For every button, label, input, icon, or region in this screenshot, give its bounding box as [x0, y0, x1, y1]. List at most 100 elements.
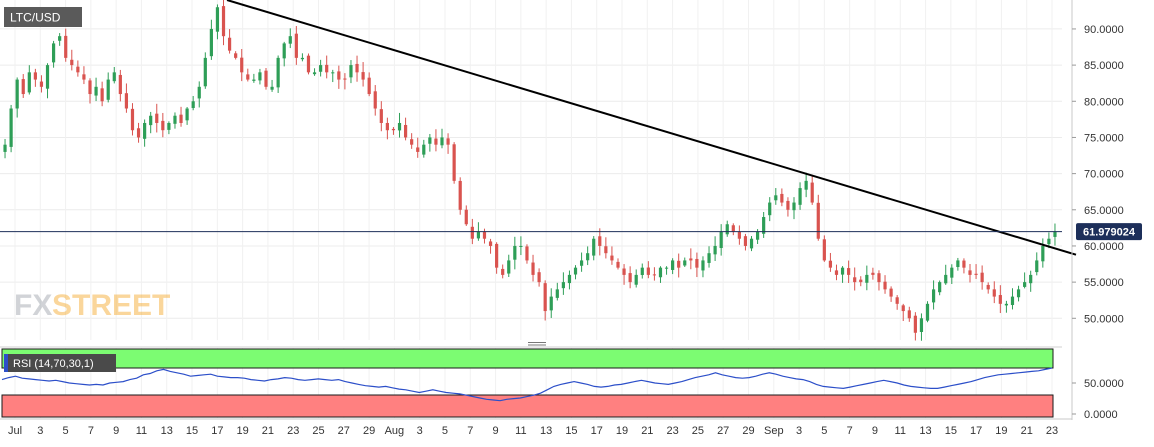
candle-body — [865, 274, 869, 283]
candle-body — [774, 195, 778, 201]
candle-body — [907, 310, 911, 319]
x-tick-label: 11 — [515, 425, 526, 437]
candle-body — [397, 122, 402, 131]
symbol-badge[interactable] — [4, 7, 82, 27]
rsi-label-badge[interactable] — [4, 354, 116, 372]
candle-body — [901, 305, 905, 312]
candle-body — [258, 72, 262, 81]
candle-body — [227, 37, 232, 51]
x-tick-label: 19 — [995, 425, 1007, 437]
candle-body — [94, 86, 98, 96]
candle-body — [215, 7, 220, 32]
candle-body — [877, 273, 881, 283]
candle-body — [847, 268, 851, 275]
candle-body — [458, 180, 462, 210]
candle-body — [664, 267, 669, 269]
candle-body — [616, 261, 620, 268]
watermark-street: STREET — [52, 289, 170, 322]
candle-body — [998, 295, 1002, 304]
candle-body — [209, 28, 213, 57]
candle-body — [573, 267, 578, 275]
candle-body — [355, 63, 359, 73]
candle-body — [331, 72, 335, 74]
candle-body — [628, 273, 632, 283]
candle-body — [1023, 282, 1027, 287]
x-tick-label: 7 — [847, 425, 853, 437]
x-tick-label: 9 — [872, 425, 878, 437]
candle-body — [737, 231, 741, 239]
candle-body — [82, 74, 86, 80]
candle-body — [513, 245, 517, 260]
rsi-label: RSI (14,70,30,1) — [13, 358, 94, 370]
x-tick-label: 3 — [796, 425, 802, 437]
candle-body — [312, 72, 317, 75]
candle-body — [925, 303, 930, 321]
x-tick-label: 17 — [211, 425, 223, 437]
x-axis-labels: Jul 3 5 7 9 11 13 15 17 19 21 23 25 27 29 Aug 3 5 7 9 11 13 15… — [8, 425, 1058, 437]
candle-body — [889, 288, 893, 297]
candle-body — [173, 115, 177, 124]
x-tick-label: 11 — [895, 425, 906, 437]
candle-body — [185, 108, 189, 121]
rsi-tick-label: 0.0000 — [1084, 409, 1118, 421]
rsi-overbought-zone — [1, 348, 1054, 369]
candle-body — [561, 282, 565, 289]
x-tick-label: 21 — [641, 425, 653, 437]
candle-body — [859, 279, 863, 283]
candle-body — [537, 272, 541, 283]
candle-body — [343, 78, 347, 80]
candle-body — [501, 268, 505, 275]
candle-body — [749, 238, 754, 249]
candle-body — [986, 284, 990, 290]
candle-body — [385, 122, 389, 131]
x-tick-label: 25 — [692, 425, 704, 437]
x-tick-label: Sep — [764, 425, 784, 437]
rsi-oversold-zone — [1, 394, 1054, 418]
candle-body — [610, 255, 614, 261]
candle-body — [488, 241, 493, 246]
candle-body — [531, 262, 535, 275]
x-tick-label: 23 — [287, 425, 299, 437]
candle-body — [1047, 238, 1051, 245]
candle-body — [124, 93, 129, 109]
x-tick-label: 9 — [492, 425, 498, 437]
candle-body — [464, 209, 468, 225]
x-tick-label: 27 — [338, 425, 350, 437]
candle-body — [683, 260, 687, 266]
x-tick-label: 17 — [591, 425, 603, 437]
candle-body — [834, 270, 839, 275]
candle-body — [476, 231, 481, 239]
candle-body — [592, 238, 596, 256]
x-tick-label: 3 — [417, 425, 423, 437]
watermark-fx: FX — [14, 289, 52, 322]
x-tick-label: 5 — [821, 425, 827, 437]
candle-body — [294, 33, 298, 58]
candle-body — [161, 120, 165, 131]
x-tick-label: 29 — [742, 425, 754, 437]
candle-body — [725, 224, 729, 235]
candle-body — [470, 226, 474, 239]
x-tick-label: 3 — [37, 425, 43, 437]
x-tick-label: 9 — [113, 425, 119, 437]
candle-body — [416, 147, 420, 152]
candle-body — [804, 180, 808, 190]
x-tick-label: 15 — [186, 425, 198, 437]
candle-body — [604, 246, 608, 254]
panel-resize-handle[interactable] — [526, 341, 548, 347]
candle-body — [403, 124, 408, 138]
candle-body — [567, 274, 572, 284]
rsi-axis-ticks: 50.0000 0.0000 — [1072, 378, 1124, 421]
candle-body — [482, 232, 487, 239]
x-tick-label: 5 — [63, 425, 69, 437]
candle-body — [264, 70, 268, 87]
x-tick-label: 13 — [919, 425, 931, 437]
current-price-label: 61.979024 — [1083, 227, 1136, 239]
candle-body — [555, 289, 559, 298]
candle-body — [938, 282, 942, 293]
candle-body — [337, 71, 341, 80]
candle-body — [798, 188, 802, 205]
candle-body — [1035, 260, 1039, 273]
candle-body — [828, 260, 833, 268]
x-tick-label: 7 — [467, 425, 473, 437]
price-axis-ticks: 90.0000 85.0000 80.0000 75.0000 70.0000 65.00… — [1072, 24, 1124, 325]
